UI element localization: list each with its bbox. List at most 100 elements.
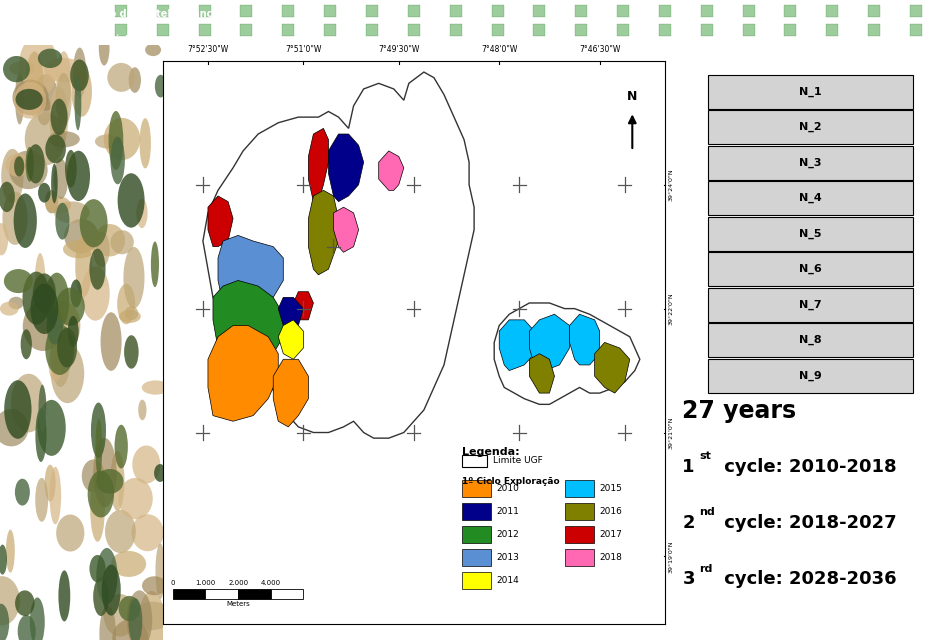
Text: rd: rd xyxy=(699,564,712,573)
Ellipse shape xyxy=(37,96,51,125)
Ellipse shape xyxy=(6,153,30,177)
Text: 2010: 2010 xyxy=(497,484,520,493)
Text: 2016: 2016 xyxy=(600,507,623,516)
Ellipse shape xyxy=(101,564,121,616)
Ellipse shape xyxy=(96,419,102,477)
Ellipse shape xyxy=(38,385,46,432)
Ellipse shape xyxy=(14,156,24,177)
Ellipse shape xyxy=(48,346,62,381)
Text: cycle: 2010-2018: cycle: 2010-2018 xyxy=(718,458,897,476)
Text: N_8: N_8 xyxy=(799,335,821,346)
Ellipse shape xyxy=(1,149,23,204)
Ellipse shape xyxy=(48,131,80,147)
Text: N: N xyxy=(627,90,637,103)
Polygon shape xyxy=(529,354,554,393)
Ellipse shape xyxy=(57,328,77,367)
Ellipse shape xyxy=(139,399,147,420)
Bar xyxy=(565,503,593,520)
Bar xyxy=(462,526,491,543)
Text: Instituto Politécnico de Castelo Branco: Instituto Politécnico de Castelo Branco xyxy=(5,9,219,19)
Bar xyxy=(462,503,491,520)
Ellipse shape xyxy=(138,591,166,640)
Ellipse shape xyxy=(125,306,139,320)
Text: N_2: N_2 xyxy=(799,122,821,132)
Ellipse shape xyxy=(22,271,50,324)
Ellipse shape xyxy=(128,67,141,93)
Ellipse shape xyxy=(91,403,106,458)
Ellipse shape xyxy=(111,451,125,511)
Text: 2.000: 2.000 xyxy=(228,580,248,586)
Ellipse shape xyxy=(38,49,62,68)
Ellipse shape xyxy=(46,324,74,375)
Ellipse shape xyxy=(15,72,24,124)
Ellipse shape xyxy=(14,193,37,248)
Ellipse shape xyxy=(119,310,140,323)
Polygon shape xyxy=(273,359,309,427)
Ellipse shape xyxy=(103,118,140,160)
Ellipse shape xyxy=(49,86,68,151)
Polygon shape xyxy=(379,151,404,190)
Text: N_9: N_9 xyxy=(799,371,821,381)
Ellipse shape xyxy=(45,465,56,502)
Ellipse shape xyxy=(15,590,34,616)
Text: st: st xyxy=(699,451,711,461)
Ellipse shape xyxy=(56,287,85,326)
Ellipse shape xyxy=(81,266,110,321)
Polygon shape xyxy=(213,280,284,359)
Polygon shape xyxy=(278,320,303,359)
Text: 39°21'0"N: 39°21'0"N xyxy=(669,416,674,449)
Ellipse shape xyxy=(71,280,82,307)
Text: 3: 3 xyxy=(683,570,695,589)
Ellipse shape xyxy=(25,147,33,182)
Polygon shape xyxy=(334,207,359,252)
Text: 7°49'30"W: 7°49'30"W xyxy=(379,45,419,54)
Ellipse shape xyxy=(0,182,15,212)
Text: cycle: 2028-2036: cycle: 2028-2036 xyxy=(718,570,897,589)
Ellipse shape xyxy=(55,203,70,239)
Ellipse shape xyxy=(20,329,32,359)
Ellipse shape xyxy=(107,63,135,92)
Polygon shape xyxy=(293,292,313,320)
Ellipse shape xyxy=(126,590,153,640)
Bar xyxy=(708,252,912,286)
Ellipse shape xyxy=(45,190,59,213)
Ellipse shape xyxy=(131,514,164,551)
Ellipse shape xyxy=(3,191,28,245)
Text: nd: nd xyxy=(699,508,715,517)
Bar xyxy=(462,549,491,566)
Polygon shape xyxy=(203,72,474,438)
Ellipse shape xyxy=(14,82,46,118)
Ellipse shape xyxy=(44,58,84,82)
Ellipse shape xyxy=(151,241,159,287)
Ellipse shape xyxy=(114,425,127,468)
Ellipse shape xyxy=(140,118,151,168)
Polygon shape xyxy=(218,236,284,308)
Text: 1: 1 xyxy=(683,458,695,476)
Polygon shape xyxy=(208,196,233,246)
Text: 27 years: 27 years xyxy=(683,399,796,422)
Ellipse shape xyxy=(80,199,108,248)
Polygon shape xyxy=(309,190,339,275)
Ellipse shape xyxy=(155,543,166,599)
Ellipse shape xyxy=(109,111,124,170)
Ellipse shape xyxy=(90,475,105,542)
Text: 2017: 2017 xyxy=(600,530,623,539)
Ellipse shape xyxy=(19,35,58,97)
Text: 2014: 2014 xyxy=(497,575,520,584)
Ellipse shape xyxy=(46,134,66,163)
Text: N_4: N_4 xyxy=(799,193,821,204)
Ellipse shape xyxy=(9,150,47,189)
Text: Escola Superior Agrária: Escola Superior Agrária xyxy=(5,34,135,45)
Ellipse shape xyxy=(94,224,126,257)
Ellipse shape xyxy=(64,219,99,253)
Ellipse shape xyxy=(15,479,30,506)
Ellipse shape xyxy=(100,605,116,640)
Text: N_6: N_6 xyxy=(799,264,821,275)
Ellipse shape xyxy=(63,240,95,259)
Ellipse shape xyxy=(0,223,8,255)
Text: 7°52'30"W: 7°52'30"W xyxy=(187,45,229,54)
Ellipse shape xyxy=(35,408,46,462)
Polygon shape xyxy=(494,303,640,404)
Text: 2015: 2015 xyxy=(600,484,623,493)
Text: 7°51'0"W: 7°51'0"W xyxy=(286,45,322,54)
